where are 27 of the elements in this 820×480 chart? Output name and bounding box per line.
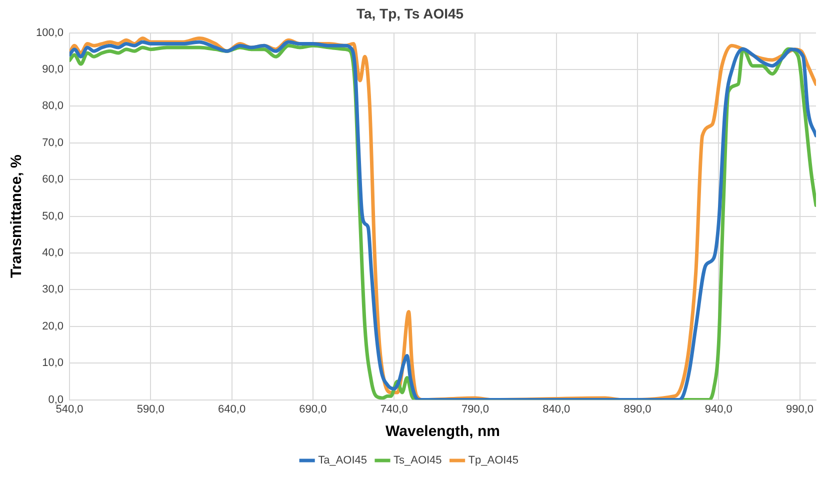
- chart-title: Ta, Tp, Ts AOI45: [356, 5, 464, 22]
- legend-label: Tp_AOI45: [468, 454, 518, 467]
- x-tick-label: 790,0: [461, 403, 489, 416]
- legend-label: Ts_AOI45: [393, 454, 442, 467]
- y-tick-label: 30,0: [42, 284, 64, 296]
- x-tick-label: 840,0: [542, 403, 570, 416]
- x-tick-label: 540,0: [56, 403, 84, 416]
- y-tick-label: 70,0: [42, 136, 64, 149]
- x-tick-label: 740,0: [380, 403, 408, 416]
- x-tick-label: 990,0: [786, 403, 814, 416]
- y-tick-label: 10,0: [42, 357, 64, 370]
- y-tick-label: 100,0: [36, 26, 64, 39]
- x-axis-title: Wavelength, nm: [386, 423, 500, 440]
- y-tick-label: 80,0: [42, 100, 64, 112]
- legend-label: Ta_AOI45: [318, 454, 367, 467]
- y-tick-label: 0,0: [48, 394, 64, 406]
- x-tick-label: 890,0: [624, 403, 652, 416]
- y-tick-label: 50,0: [42, 210, 64, 222]
- x-tick-label: 940,0: [704, 403, 732, 416]
- y-tick-label: 20,0: [42, 320, 64, 332]
- y-tick-label: 90,0: [42, 64, 64, 76]
- y-tick-label: 40,0: [42, 247, 64, 260]
- x-tick-label: 690,0: [299, 403, 327, 416]
- x-tick-label: 590,0: [136, 403, 164, 416]
- x-tick-label: 640,0: [218, 403, 246, 416]
- y-axis-title: Transmittance, %: [8, 154, 26, 278]
- y-tick-label: 60,0: [42, 174, 64, 186]
